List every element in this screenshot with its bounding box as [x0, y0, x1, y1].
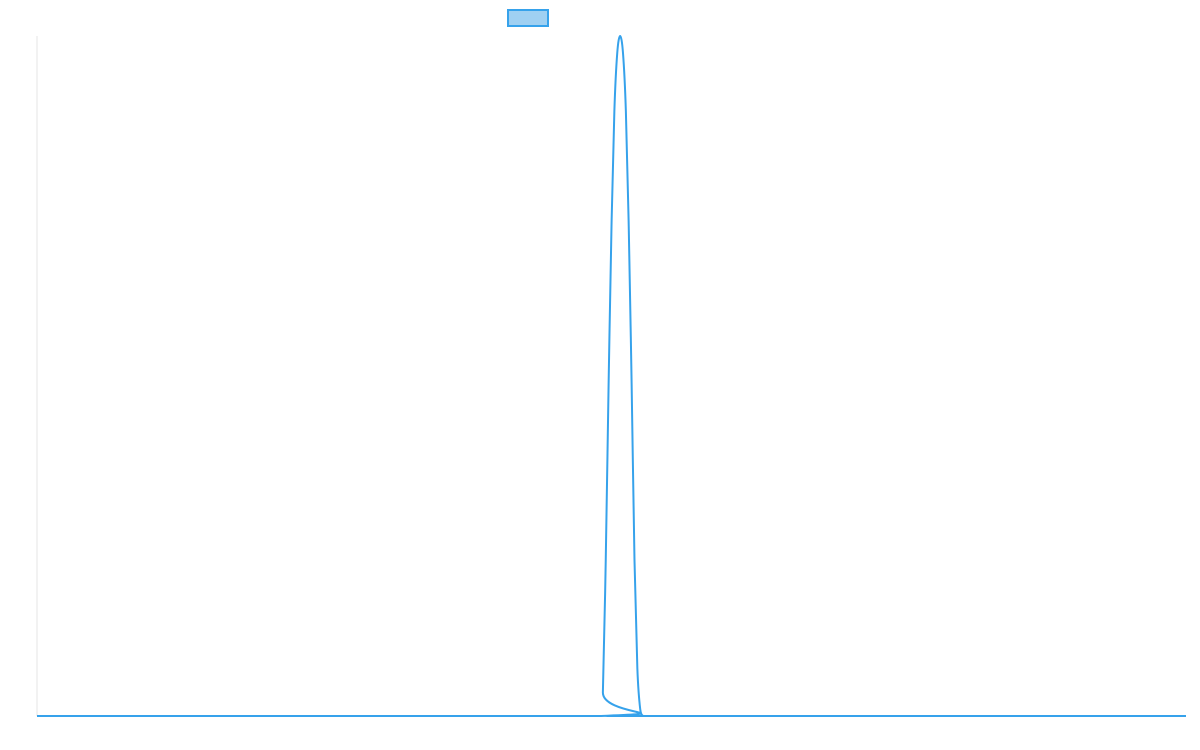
series-line-0: [37, 35, 1186, 718]
series-layer: [37, 35, 1186, 718]
legend-swatch[interactable]: [507, 9, 549, 27]
legend[interactable]: [507, 9, 549, 27]
axes: [36, 36, 1186, 717]
